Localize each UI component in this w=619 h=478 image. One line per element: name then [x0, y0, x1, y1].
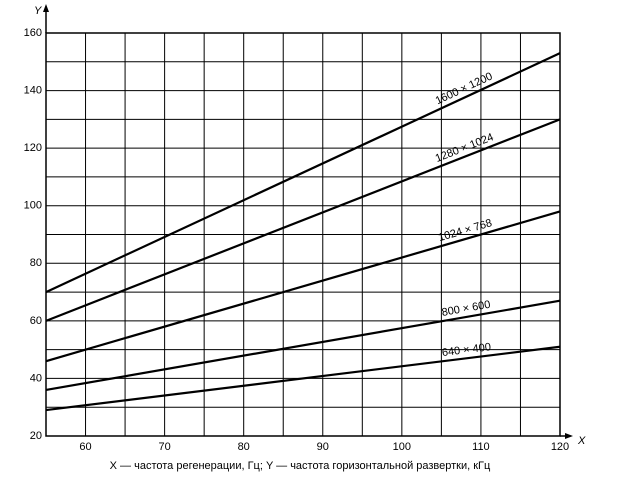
- y-tick-label: 40: [30, 372, 42, 384]
- y-tick-label: 20: [30, 430, 42, 442]
- line: [45, 52, 561, 294]
- y-tick-label: 100: [24, 200, 42, 212]
- y-tick-label: 120: [24, 142, 42, 154]
- line: [45, 210, 561, 363]
- line: [45, 345, 561, 412]
- x-tick-label: 100: [393, 441, 411, 453]
- y-axis-label: Y: [34, 5, 42, 17]
- y-tick-label: 140: [24, 84, 42, 96]
- series-label: 640 × 400: [441, 341, 491, 359]
- line: [45, 299, 561, 392]
- x-tick-label: 90: [317, 441, 329, 453]
- plot-frame: [45, 32, 561, 437]
- x-tick-label: 80: [238, 441, 250, 453]
- y-tick-label: 80: [30, 257, 42, 269]
- x-tick-label: 110: [472, 441, 490, 453]
- x-tick-label: 60: [79, 441, 91, 453]
- y-arrow: [43, 4, 49, 12]
- y-tick-label: 160: [24, 27, 42, 39]
- x-arrow: [565, 433, 573, 439]
- line: [45, 118, 561, 322]
- series-label: 800 × 600: [441, 299, 492, 319]
- caption: X — частота регенерации, Гц; Y — частота…: [110, 460, 491, 472]
- x-axis-label: X: [577, 435, 586, 447]
- y-tick-label: 60: [30, 315, 42, 327]
- x-tick-label: 120: [551, 441, 569, 453]
- x-tick-label: 70: [158, 441, 170, 453]
